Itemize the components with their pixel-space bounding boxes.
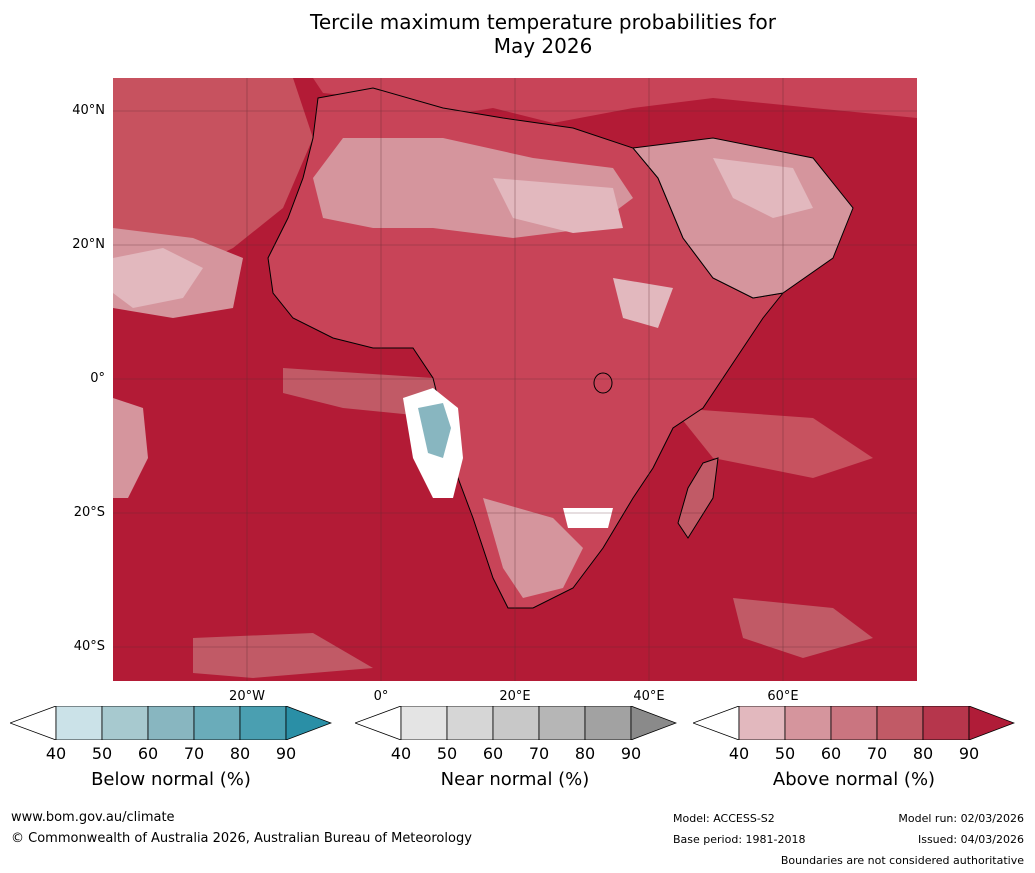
colorbar-near-swatches [355,706,677,740]
near-tick: 70 [528,744,550,763]
below-tick: 60 [137,744,159,763]
ocean-patch-indian [673,408,873,478]
above-tick: 40 [728,744,750,763]
title-line-1: Tercile maximum temperature probabilitie… [310,10,776,34]
below-tick: 90 [275,744,297,763]
lon-label-20w: 20°W [229,689,265,704]
below-swatch-under [10,706,57,740]
colorbar-near-normal [355,706,677,740]
ocean-patch-brazil [113,398,148,498]
above-tick: 60 [820,744,842,763]
colorbar-below-normal [10,706,332,740]
below-swatch-80-90 [239,706,287,740]
ocean-patch-south-atlantic [193,633,373,678]
near-swatch-60-70 [492,706,540,740]
below-tick: 70 [183,744,205,763]
map-title: Tercile maximum temperature probabilitie… [0,10,1035,58]
lat-label-40s: 40°S [73,639,105,654]
near-normal-label: Near normal (%) [440,769,590,790]
lat-label-0: 0° [90,371,105,386]
lat-label-40n: 40°N [72,103,105,118]
above-swatch-50-60 [784,706,832,740]
graticule [113,78,917,681]
below-swatch-70-80 [193,706,241,740]
below-normal-label: Below normal (%) [91,769,251,790]
issued-date: Issued: 04/03/2026 [917,833,1024,846]
above-swatch-40-50 [738,706,786,740]
near-swatch-over [630,706,677,740]
below-swatch-50-60 [101,706,149,740]
near-swatch-70-80 [538,706,586,740]
below-tick: 80 [229,744,251,763]
above-tick: 50 [774,744,796,763]
near-tick: 90 [620,744,642,763]
angola-below-normal [418,403,451,458]
below-tick: 40 [45,744,67,763]
probability-map [113,78,917,681]
southern-africa-region [483,498,583,598]
lat-label-20s: 20°S [73,505,105,520]
website-link[interactable]: www.bom.gov.au/climate [11,810,175,825]
below-tick: 50 [91,744,113,763]
below-swatch-over [285,706,332,740]
above-swatch-60-70 [830,706,878,740]
above-swatch-under [693,706,740,740]
map-canvas [113,78,917,681]
near-swatch-50-60 [446,706,494,740]
lon-label-20e: 20°E [499,689,531,704]
mozambique-white [563,508,613,528]
ocean-patch-south-indian [733,598,873,658]
below-swatch-40-50 [55,706,103,740]
above-tick: 80 [912,744,934,763]
colorbar-above-swatches [693,706,1015,740]
lon-label-0: 0° [373,689,389,704]
lon-label-60e: 60°E [767,689,799,704]
above-swatch-80-90 [922,706,970,740]
arabia-light [713,158,813,218]
lat-label-20n: 20°N [72,237,105,252]
near-tick: 40 [390,744,412,763]
ocean-patch-light [113,248,203,308]
lon-label-40e: 40°E [633,689,665,704]
horn-region [613,278,673,328]
copyright-text: © Commonwealth of Australia 2026, Austra… [11,831,472,846]
near-swatch-80-90 [584,706,632,740]
below-swatch-60-70 [147,706,195,740]
lake-victoria [593,372,613,394]
near-tick: 50 [436,744,458,763]
colorbar-above-normal [693,706,1015,740]
near-swatch-40-50 [400,706,448,740]
model-name: Model: ACCESS-S2 [673,812,775,825]
near-tick: 80 [574,744,596,763]
ocean-patch-north-atlantic [113,78,313,278]
title-line-2: May 2026 [493,34,593,58]
above-tick: 70 [866,744,888,763]
near-tick: 60 [482,744,504,763]
madagascar [677,457,719,539]
above-swatch-over [968,706,1015,740]
base-period: Base period: 1981-2018 [673,833,806,846]
above-swatch-70-80 [876,706,924,740]
near-swatch-under [355,706,402,740]
above-normal-label: Above normal (%) [772,769,936,790]
model-run-date: Model run: 02/03/2026 [898,812,1024,825]
boundaries-disclaimer: Boundaries are not considered authoritat… [780,854,1024,867]
colorbar-below-swatches [10,706,332,740]
egypt-region [493,178,623,233]
above-tick: 90 [958,744,980,763]
